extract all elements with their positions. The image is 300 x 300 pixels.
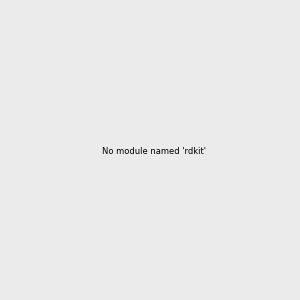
Text: No module named 'rdkit': No module named 'rdkit' — [102, 147, 206, 156]
